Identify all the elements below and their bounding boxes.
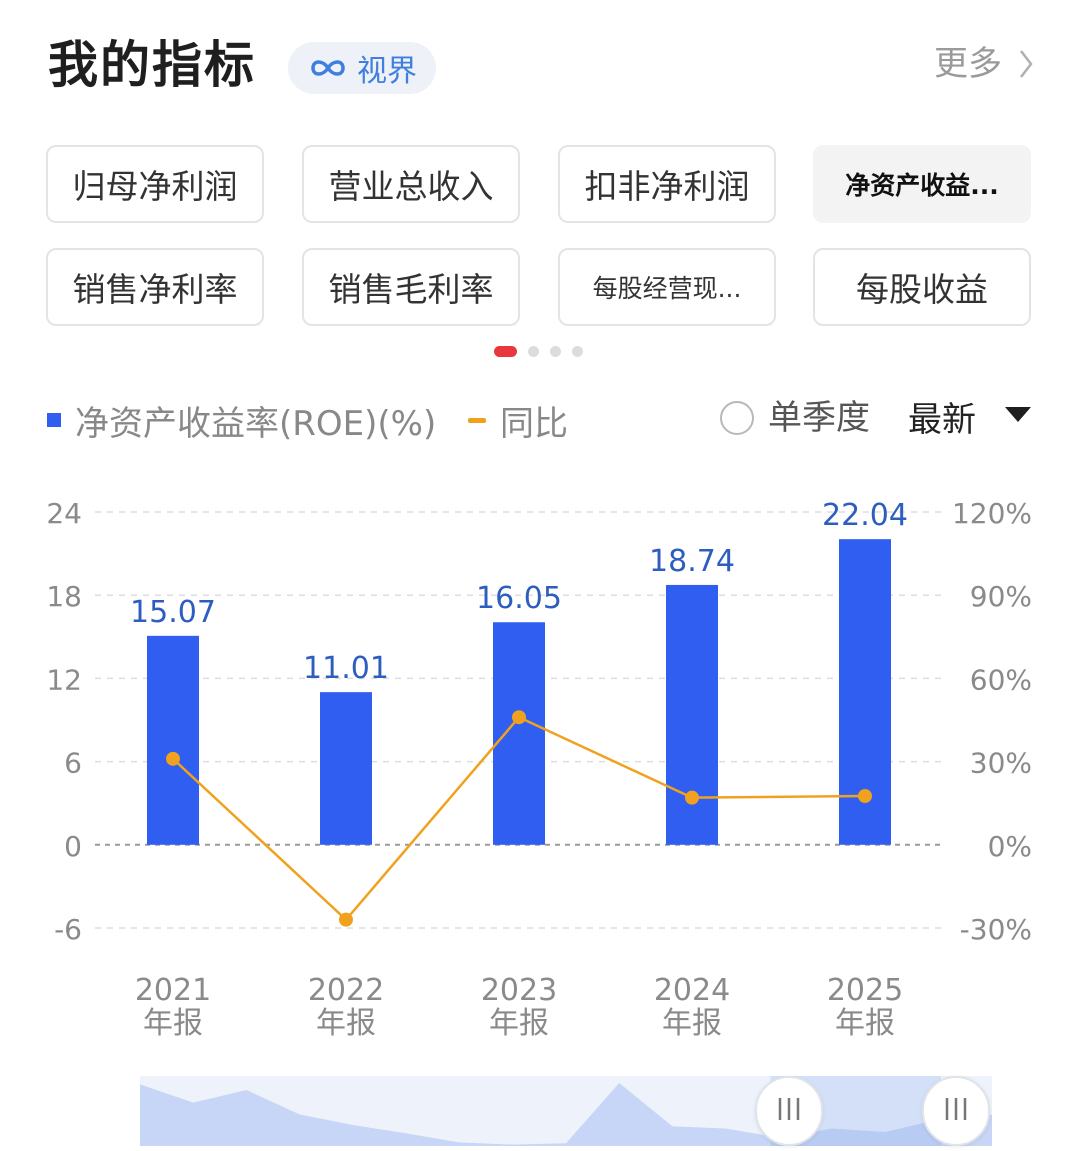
infinity-icon <box>307 56 349 80</box>
legend-bar: 净资产收益率(ROE)(%) <box>47 390 436 450</box>
y-right-tick-label: 0% <box>988 830 1032 863</box>
tab-label: 净资产收益... <box>845 171 999 200</box>
badge-label: 视界 <box>357 54 417 89</box>
x-tick-label: 2024 年报 <box>654 973 730 1041</box>
y-right-tick-label: 90% <box>970 580 1032 613</box>
tab-eps[interactable]: 每股收益 <box>813 248 1031 326</box>
page-dot[interactable] <box>550 346 561 357</box>
page-dot[interactable] <box>528 346 539 357</box>
bar <box>493 622 545 845</box>
range-slider[interactable] <box>140 1076 992 1146</box>
tab-operating-cash-per-share[interactable]: 每股经营现... <box>558 248 776 326</box>
sort-select[interactable]: 最新 <box>908 400 976 440</box>
more-button[interactable]: 更多 <box>934 38 1034 90</box>
tab-deducted-net-profit[interactable]: 扣非净利润 <box>558 145 776 223</box>
legend-line-label: 同比 <box>500 403 568 444</box>
roe-chart: 24 120% 18 90% 12 60% 6 30% 0 0% -6 -30% 15.07 11.01 1… <box>46 497 1032 1041</box>
legend-bar-label: 净资产收益率(ROE)(%) <box>75 403 437 444</box>
y-left-tick-label: 0 <box>64 830 82 863</box>
header: 我的指标 视界 更多 <box>0 0 1080 130</box>
y-left-tick-label: 24 <box>46 497 82 530</box>
overview-area-shape <box>140 1083 992 1146</box>
x-tick-label-line: 年报 <box>662 1006 722 1041</box>
overview-area <box>140 1076 992 1146</box>
x-tick-label-line: 2024 <box>654 973 730 1008</box>
yoy-point <box>858 788 872 803</box>
tab-parent-net-profit[interactable]: 归母净利润 <box>46 145 264 223</box>
y-left-tick-label: 12 <box>46 663 82 696</box>
y-left-tick-label: 6 <box>64 747 82 780</box>
yoy-point <box>166 751 180 766</box>
legend-line: 同比 <box>468 390 568 450</box>
x-tick-label-line: 年报 <box>143 1006 203 1041</box>
page-indicator <box>494 346 583 357</box>
x-tick-label-line: 2021 <box>135 973 211 1008</box>
bar <box>147 635 199 845</box>
y-left-tick-label: 18 <box>46 580 82 613</box>
x-tick-label: 2022 年报 <box>308 973 384 1041</box>
bar-swatch <box>47 413 61 427</box>
tab-roe[interactable]: 净资产收益... <box>813 145 1031 223</box>
grip-icon <box>942 1096 970 1126</box>
yoy-point <box>685 790 699 805</box>
y-right-tick-label: 60% <box>970 663 1032 696</box>
tab-label: 扣非净利润 <box>584 167 750 206</box>
bar-value-label: 11.01 <box>303 651 389 686</box>
chart-legend: 净资产收益率(ROE)(%) 同比 单季度 最新 <box>0 390 1080 450</box>
bar <box>320 692 372 845</box>
tab-total-revenue[interactable]: 营业总收入 <box>302 145 520 223</box>
tab-gross-margin[interactable]: 销售毛利率 <box>302 248 520 326</box>
x-tick-label-line: 年报 <box>316 1006 376 1041</box>
caret-down-icon[interactable] <box>1004 406 1032 428</box>
line-swatch <box>468 417 486 423</box>
bar-value-label: 18.74 <box>649 544 735 579</box>
yoy-point <box>512 710 526 725</box>
tab-net-margin[interactable]: 销售净利率 <box>46 248 264 326</box>
tab-label: 每股经营现... <box>592 274 742 303</box>
single-quarter-radio[interactable] <box>720 401 754 435</box>
tab-label: 营业总收入 <box>328 167 494 206</box>
y-right-tick-label: 30% <box>970 747 1032 780</box>
x-tick-label: 2023 年报 <box>481 973 557 1041</box>
grip-icon <box>775 1096 803 1126</box>
x-tick-label-line: 年报 <box>489 1006 549 1041</box>
x-tick-label-line: 2023 <box>481 973 557 1008</box>
x-tick-label: 2025 年报 <box>827 973 903 1041</box>
range-handle-end[interactable] <box>922 1076 990 1146</box>
tab-label: 每股收益 <box>856 270 988 309</box>
x-tick-label-line: 2022 <box>308 973 384 1008</box>
tab-label: 销售毛利率 <box>328 270 494 309</box>
chevron-right-icon <box>1018 48 1034 80</box>
tab-label: 归母净利润 <box>72 167 238 206</box>
tab-label: 销售净利率 <box>72 270 238 309</box>
more-label: 更多 <box>934 44 1002 84</box>
range-handle-start[interactable] <box>755 1076 823 1146</box>
bar <box>666 584 718 845</box>
y-right-tick-label: -30% <box>960 913 1032 946</box>
page-title: 我的指标 <box>48 36 256 94</box>
y-left-tick-label: -6 <box>54 913 82 946</box>
vision-badge[interactable]: 视界 <box>288 42 436 94</box>
bar-value-label: 15.07 <box>130 595 216 630</box>
x-tick-label-line: 年报 <box>835 1006 895 1041</box>
y-right-tick-label: 120% <box>952 497 1032 530</box>
x-tick-label: 2021 年报 <box>135 973 211 1041</box>
yoy-point <box>339 912 353 927</box>
bar-value-label: 16.05 <box>476 581 562 616</box>
bar-value-label: 22.04 <box>822 498 908 533</box>
page-dot[interactable] <box>494 346 517 357</box>
page-dot[interactable] <box>572 346 583 357</box>
single-quarter-label[interactable]: 单季度 <box>768 398 870 438</box>
x-tick-label-line: 2025 <box>827 973 903 1008</box>
